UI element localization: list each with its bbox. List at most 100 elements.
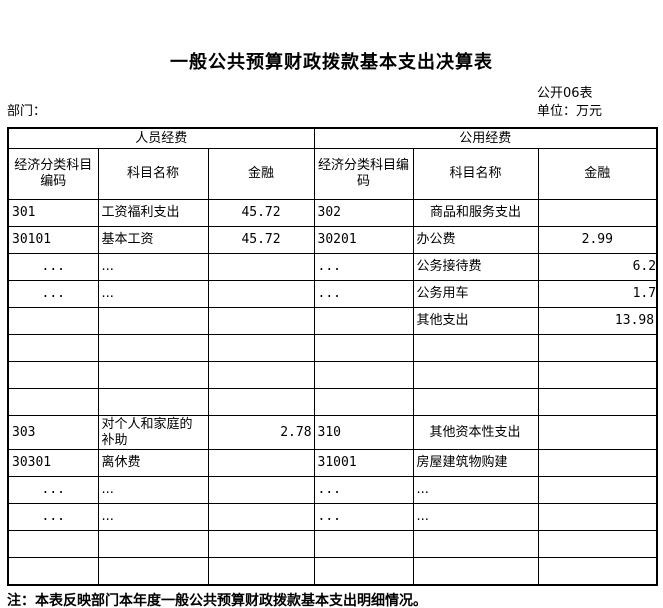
table-cell: ... xyxy=(97,253,209,281)
footnote: 注：本表反映部门本年度一般公共预算财政拨款基本支出明细情况。 xyxy=(7,593,427,608)
table-cell xyxy=(97,361,209,389)
table-cell xyxy=(97,530,209,558)
table-cell xyxy=(313,557,414,585)
table-cell: 1.7 xyxy=(537,280,658,308)
table-row xyxy=(7,388,658,416)
table-cell: 基本工资 xyxy=(97,226,209,254)
table-cell: 303 xyxy=(7,415,99,450)
column-header-name-right: 科目名称 xyxy=(412,148,539,200)
table-cell xyxy=(207,334,315,362)
table-cell: ... xyxy=(7,476,99,504)
table-cell xyxy=(207,253,315,281)
table-cell xyxy=(7,307,99,335)
table-cell xyxy=(7,388,99,416)
table-row xyxy=(7,557,658,585)
table-cell: 30201 xyxy=(313,226,414,254)
table-code-label: 公开06表 xyxy=(537,86,593,101)
table-cell: 房屋建筑物购建 xyxy=(412,449,539,477)
table-cell xyxy=(537,449,658,477)
table-cell xyxy=(313,530,414,558)
table-cell: 其他支出 xyxy=(412,307,539,335)
table-cell: ... xyxy=(313,503,414,531)
table-cell: 30101 xyxy=(7,226,99,254)
table-cell xyxy=(313,361,414,389)
table-cell: 离休费 xyxy=(97,449,209,477)
table-cell xyxy=(412,530,539,558)
table-cell xyxy=(313,388,414,416)
group-header-personnel: 人员经费 xyxy=(7,127,315,149)
table-cell xyxy=(97,557,209,585)
table-row xyxy=(7,334,658,362)
table-cell: 其他资本性支出 xyxy=(412,415,539,450)
table-cell xyxy=(537,557,658,585)
table-cell: ... xyxy=(7,253,99,281)
table-cell xyxy=(207,476,315,504)
table-cell xyxy=(7,334,99,362)
group-header-public: 公用经费 xyxy=(313,127,658,149)
column-header-amount-left: 金融 xyxy=(207,148,315,200)
table-cell xyxy=(207,280,315,308)
page-title: 一般公共预算财政拨款基本支出决算表 xyxy=(170,52,493,73)
table-row xyxy=(7,361,658,389)
table-cell: 31001 xyxy=(313,449,414,477)
table-cell xyxy=(537,334,658,362)
table-cell xyxy=(537,415,658,450)
table-cell: ... xyxy=(412,503,539,531)
table-cell xyxy=(537,503,658,531)
table-row: 30301 离休费 31001 房屋建筑物购建 xyxy=(7,449,658,477)
table-body: 301 工资福利支出 45.72 302 商品和服务支出 30101 基本工资 45.72 30… xyxy=(7,199,658,585)
table-cell xyxy=(412,361,539,389)
table-cell: ... xyxy=(412,476,539,504)
table-cell xyxy=(537,199,658,227)
table-row: 301 工资福利支出 45.72 302 商品和服务支出 xyxy=(7,199,658,227)
column-header-amount-right: 金融 xyxy=(537,148,658,200)
table-cell xyxy=(97,307,209,335)
table-cell: 公务接待费 xyxy=(412,253,539,281)
table-cell: ... xyxy=(7,280,99,308)
table-row: ............ xyxy=(7,503,658,531)
table-cell xyxy=(537,388,658,416)
group-header-row: 人员经费 公用经费 xyxy=(7,127,658,149)
column-header-row: 经济分类科目编码 科目名称 金融 经济分类科目编码 科目名称 金融 xyxy=(7,148,658,200)
table-cell: 公务用车 xyxy=(412,280,539,308)
table-cell xyxy=(412,388,539,416)
table-cell: 工资福利支出 xyxy=(97,199,209,227)
table-row: ............ xyxy=(7,476,658,504)
table-cell xyxy=(412,557,539,585)
table-cell xyxy=(207,530,315,558)
table-cell: 45.72 xyxy=(207,199,315,227)
table-cell xyxy=(7,361,99,389)
table-cell: 301 xyxy=(7,199,99,227)
table-cell xyxy=(207,388,315,416)
table-cell: 对个人和家庭的补助 xyxy=(97,415,209,450)
table-cell xyxy=(412,334,539,362)
table-cell: 2.78 xyxy=(207,415,315,450)
budget-table: 人员经费 公用经费 经济分类科目编码 科目名称 金融 经济分类科目编码 科目名称… xyxy=(7,127,659,586)
table-cell: ... xyxy=(313,280,414,308)
table-row xyxy=(7,530,658,558)
table-cell: 30301 xyxy=(7,449,99,477)
column-header-code-right: 经济分类科目编码 xyxy=(313,148,414,200)
table-cell xyxy=(97,334,209,362)
table-cell xyxy=(97,388,209,416)
table-row: 30101 基本工资 45.72 30201 办公费 2.99 xyxy=(7,226,658,254)
table-cell xyxy=(313,334,414,362)
table-cell: 2.99 xyxy=(537,226,658,254)
table-cell: ... xyxy=(97,280,209,308)
table-cell: 商品和服务支出 xyxy=(412,199,539,227)
table-cell: 13.98 xyxy=(537,307,658,335)
table-cell xyxy=(537,530,658,558)
table-cell: 45.72 xyxy=(207,226,315,254)
table-cell: 302 xyxy=(313,199,414,227)
table-cell: ... xyxy=(7,503,99,531)
table-row: ......... 公务用车 1.7 xyxy=(7,280,658,308)
unit-label: 单位：万元 xyxy=(537,104,603,119)
table-cell xyxy=(207,361,315,389)
table-cell: 6.2 xyxy=(537,253,658,281)
table-cell: 办公费 xyxy=(412,226,539,254)
table-cell xyxy=(207,557,315,585)
table-cell: ... xyxy=(313,476,414,504)
table-cell xyxy=(7,557,99,585)
table-cell xyxy=(207,307,315,335)
